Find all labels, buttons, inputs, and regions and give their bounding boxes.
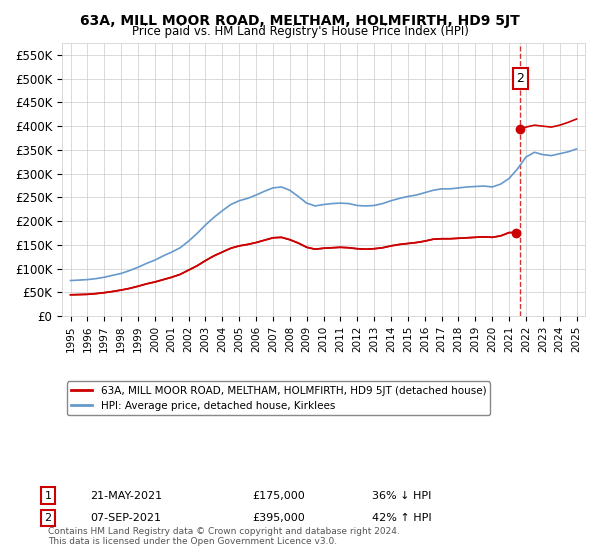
Text: 42% ↑ HPI: 42% ↑ HPI [372, 513, 431, 523]
Text: £395,000: £395,000 [252, 513, 305, 523]
Text: 1: 1 [44, 491, 52, 501]
Text: 07-SEP-2021: 07-SEP-2021 [90, 513, 161, 523]
Text: 2: 2 [44, 513, 52, 523]
Text: 36% ↓ HPI: 36% ↓ HPI [372, 491, 431, 501]
Legend: 63A, MILL MOOR ROAD, MELTHAM, HOLMFIRTH, HD9 5JT (detached house), HPI: Average : 63A, MILL MOOR ROAD, MELTHAM, HOLMFIRTH,… [67, 381, 490, 415]
Text: 2: 2 [517, 72, 524, 85]
Text: Contains HM Land Registry data © Crown copyright and database right 2024.
This d: Contains HM Land Registry data © Crown c… [48, 526, 400, 546]
Text: £175,000: £175,000 [252, 491, 305, 501]
Text: 63A, MILL MOOR ROAD, MELTHAM, HOLMFIRTH, HD9 5JT: 63A, MILL MOOR ROAD, MELTHAM, HOLMFIRTH,… [80, 14, 520, 28]
Text: Price paid vs. HM Land Registry's House Price Index (HPI): Price paid vs. HM Land Registry's House … [131, 25, 469, 38]
Text: 21-MAY-2021: 21-MAY-2021 [90, 491, 162, 501]
